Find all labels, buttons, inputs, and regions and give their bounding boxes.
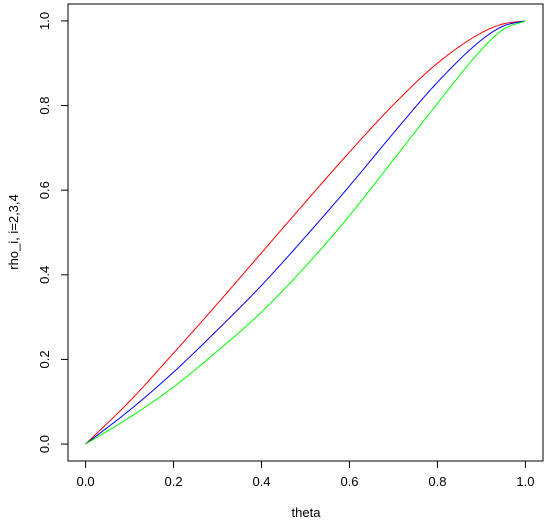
x-tick-label: 0.0: [77, 474, 95, 489]
x-tick-label: 0.6: [340, 474, 358, 489]
y-tick-label: 0.8: [37, 97, 52, 115]
y-tick-label: 0.6: [37, 181, 52, 199]
x-axis: 0.0 0.2 0.4 0.6 0.8 1.0: [77, 460, 534, 489]
x-tick-label: 0.4: [252, 474, 270, 489]
series-line-2: [85, 20, 526, 445]
y-tick-label: 0.4: [37, 266, 52, 284]
plot-box: [67, 3, 544, 462]
x-tick-label: 0.2: [165, 474, 183, 489]
series-line-1: [85, 20, 526, 445]
series-line-3: [85, 20, 526, 445]
y-axis-title: rho_i, i=2,3,4: [6, 194, 21, 270]
y-tick-label: 0.2: [37, 350, 52, 368]
x-axis-title: theta: [292, 505, 322, 520]
x-tick-label: 0.8: [428, 474, 446, 489]
x-tick-label: 1.0: [516, 474, 534, 489]
y-tick-label: 1.0: [37, 12, 52, 30]
series-layer: [85, 20, 526, 445]
y-axis: 0.0 0.2 0.4 0.6 0.8 1.0: [37, 12, 69, 453]
y-tick-label: 0.0: [37, 435, 52, 453]
